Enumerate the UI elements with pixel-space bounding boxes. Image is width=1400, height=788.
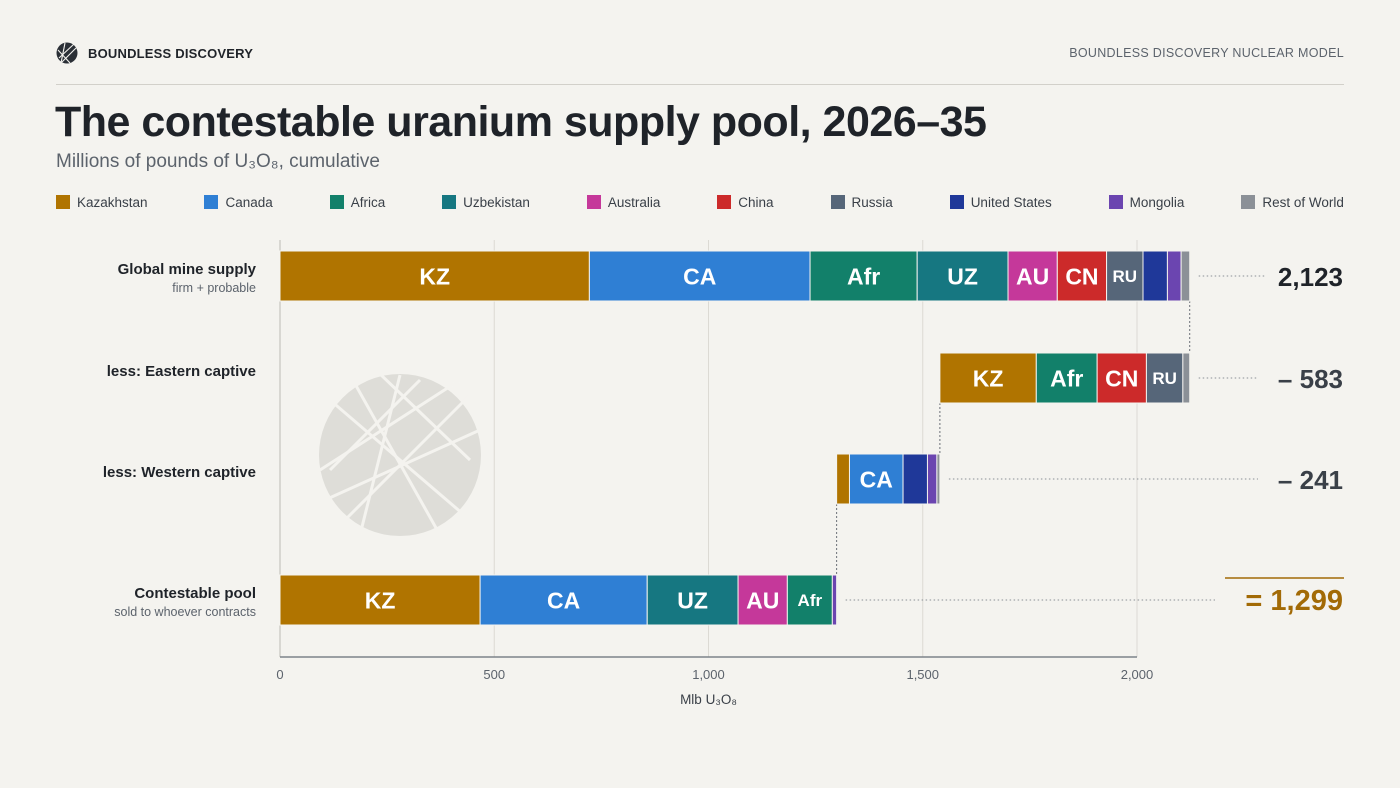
legend-item-mongolia: Mongolia (1108, 193, 1185, 211)
bar-segment-united-states (1142, 250, 1168, 302)
chart-title: The contestable uranium supply pool, 202… (55, 98, 987, 146)
brand-logo-icon (56, 42, 78, 64)
x-tick-label: 500 (483, 667, 505, 682)
bar-segment-china (1056, 250, 1108, 302)
bar-segment-kazakhstan (836, 453, 850, 505)
legend-item-russia: Russia (830, 193, 893, 211)
legend-label: Rest of World (1262, 194, 1344, 210)
row-sublabel: sold to whoever contracts (114, 605, 256, 619)
segment-label: KZ (419, 263, 450, 289)
x-tick-label: 1,500 (906, 667, 939, 682)
segment-label: CA (683, 263, 716, 289)
legend-item-united-states: United States (949, 193, 1052, 211)
bar-segment-china (1096, 352, 1147, 404)
x-axis-label: Mlb U₃O₈ (680, 692, 737, 707)
segment-label: UZ (947, 263, 978, 289)
segment-label: KZ (365, 587, 396, 613)
bar-segment-australia (737, 574, 788, 626)
segment-label: Afr (798, 591, 823, 610)
row-total-value: 2,123 (1278, 262, 1343, 292)
legend-item-uzbekistan: Uzbekistan (442, 193, 530, 211)
segment-label: CN (1105, 365, 1138, 391)
bar-segment-russia (1145, 352, 1184, 404)
brand: BOUNDLESS DISCOVERY (56, 42, 253, 64)
legend-item-canada: Canada (204, 193, 273, 211)
segment-label: AU (746, 587, 779, 613)
segment-label: AU (1016, 263, 1049, 289)
model-name: BOUNDLESS DISCOVERY NUCLEAR MODEL (1069, 46, 1344, 60)
segment-label: Afr (1050, 365, 1083, 391)
legend-label: Africa (350, 194, 386, 210)
segment-label: RU (1113, 267, 1138, 286)
x-tick-label: 2,000 (1121, 667, 1154, 682)
legend-swatch (830, 195, 845, 209)
legend-label: Canada (225, 194, 273, 210)
bar-segment-rest-of-world (1182, 352, 1191, 404)
segment-label: Afr (847, 263, 880, 289)
bar-segment-mongolia (926, 453, 938, 505)
legend-item-africa: Africa (329, 193, 386, 211)
legend-item-china: China (717, 193, 774, 211)
legend-item-australia: Australia (586, 193, 661, 211)
bar-segment-canada (588, 250, 811, 302)
bar-segment-rest-of-world (936, 453, 941, 505)
legend-label: Kazakhstan (77, 194, 148, 210)
legend-swatch (586, 195, 601, 209)
row-label: Global mine supply (118, 261, 257, 278)
legend-swatch (1108, 195, 1123, 209)
row-label: less: Eastern captive (107, 363, 256, 380)
brand-name: BOUNDLESS DISCOVERY (88, 45, 254, 61)
segment-label: CA (860, 466, 893, 492)
segment-label: UZ (677, 587, 708, 613)
legend-item-rest-of-world: Rest of World (1241, 193, 1344, 211)
bar-segment-mongolia (831, 574, 838, 626)
bar-segment-kazakhstan (279, 574, 481, 626)
row-label: less: Western captive (103, 464, 256, 481)
chart-subtitle: Millions of pounds of U₃O₈, cumulative (56, 151, 380, 172)
bar-segment-kazakhstan (939, 352, 1037, 404)
bar-segment-russia (1106, 250, 1144, 302)
row-total-value: = 1,299 (1245, 585, 1343, 617)
x-tick-label: 0 (276, 667, 283, 682)
bar-segment-kazakhstan (279, 250, 590, 302)
legend: Kazakhstan Canada Africa Uzbekistan Australi… (56, 193, 1344, 211)
x-tick-label: 1,000 (692, 667, 725, 682)
legend-item-kazakhstan: Kazakhstan (56, 193, 148, 211)
legend-swatch (56, 195, 70, 209)
bar-segment-canada (848, 453, 904, 505)
bar-segment-rest-of-world (1180, 250, 1191, 302)
legend-swatch (329, 195, 344, 209)
segment-label: KZ (973, 365, 1004, 391)
bar-segment-africa (809, 250, 918, 302)
legend-label: Australia (607, 194, 661, 210)
legend-label: United States (970, 194, 1052, 210)
header: BOUNDLESS DISCOVERY BOUNDLESS DISCOVERY … (56, 42, 1344, 66)
legend-swatch (442, 195, 457, 209)
bar-segment-united-states (902, 453, 928, 505)
row-sublabel: firm + probable (172, 281, 256, 295)
legend-swatch (1241, 195, 1256, 209)
bar-segment-uzbekistan (916, 250, 1009, 302)
legend-swatch (204, 195, 219, 209)
segment-label: CN (1065, 263, 1098, 289)
bar-segment-mongolia (1166, 250, 1182, 302)
segment-label: CA (547, 587, 580, 613)
header-divider (56, 84, 1344, 85)
bar-segment-canada (479, 574, 648, 626)
bar-segment-australia (1007, 250, 1058, 302)
watermark-globe-icon (319, 372, 481, 536)
legend-swatch (717, 195, 732, 209)
segment-label: RU (1152, 369, 1177, 388)
legend-label: Uzbekistan (463, 194, 530, 210)
legend-label: Russia (851, 194, 893, 210)
row-total-value: – 241 (1278, 465, 1343, 495)
row-label: Contestable pool (134, 585, 256, 602)
legend-label: China (738, 194, 774, 210)
row-total-value: – 583 (1278, 364, 1343, 394)
legend-swatch (949, 195, 964, 209)
legend-label: Mongolia (1129, 194, 1185, 210)
